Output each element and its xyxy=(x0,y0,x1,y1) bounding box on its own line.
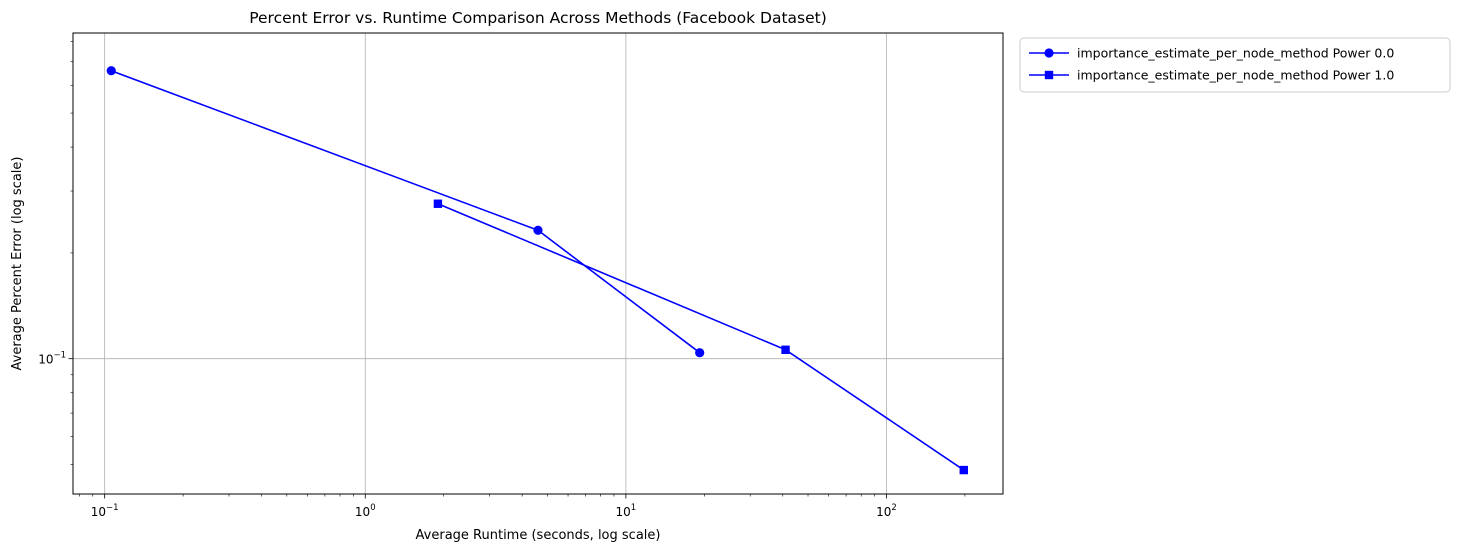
y-axis-label: Average Percent Error (log scale) xyxy=(10,157,25,371)
data-point-series-1 xyxy=(533,225,543,235)
x-tick-label-base: 10 xyxy=(91,505,106,519)
grid-layer xyxy=(73,33,1003,494)
y-tick-label-exponent: −1 xyxy=(53,351,66,361)
series-layer xyxy=(106,66,968,475)
legend-label-2: importance_estimate_per_node_method Powe… xyxy=(1077,68,1394,83)
legend: importance_estimate_per_node_method Powe… xyxy=(1019,37,1451,93)
chart-title: Percent Error vs. Runtime Comparison Acr… xyxy=(249,9,827,27)
x-tick-label-exponent: 0 xyxy=(370,503,375,513)
y-tick-label-base: 10 xyxy=(38,353,53,367)
data-point-series-1 xyxy=(106,66,116,76)
x-tick-label: 100 xyxy=(355,503,376,519)
x-tick-label-base: 10 xyxy=(876,505,891,519)
legend-marker-1 xyxy=(1044,48,1054,58)
legend-box xyxy=(1019,37,1451,93)
legend-label-1: importance_estimate_per_node_method Powe… xyxy=(1077,46,1394,61)
x-axis-label: Average Runtime (seconds, log scale) xyxy=(416,528,661,543)
data-point-series-1 xyxy=(695,348,705,358)
x-tick-label-base: 10 xyxy=(355,505,370,519)
y-tick-label: 10−1 xyxy=(38,351,66,367)
x-tick-label: 102 xyxy=(876,503,897,519)
plot-frame xyxy=(72,32,1004,495)
x-tick-label-exponent: 1 xyxy=(631,503,636,513)
data-point-series-2 xyxy=(781,345,790,354)
legend-marker-2 xyxy=(1044,70,1054,80)
x-tick-label-base: 10 xyxy=(616,505,631,519)
x-tick-label-exponent: −1 xyxy=(106,503,119,513)
data-point-series-2 xyxy=(959,465,968,475)
x-tick-label: 10−1 xyxy=(91,503,119,519)
x-tick-label-exponent: 2 xyxy=(891,503,896,513)
data-point-series-2 xyxy=(433,199,443,208)
x-tick-label: 101 xyxy=(616,503,637,519)
